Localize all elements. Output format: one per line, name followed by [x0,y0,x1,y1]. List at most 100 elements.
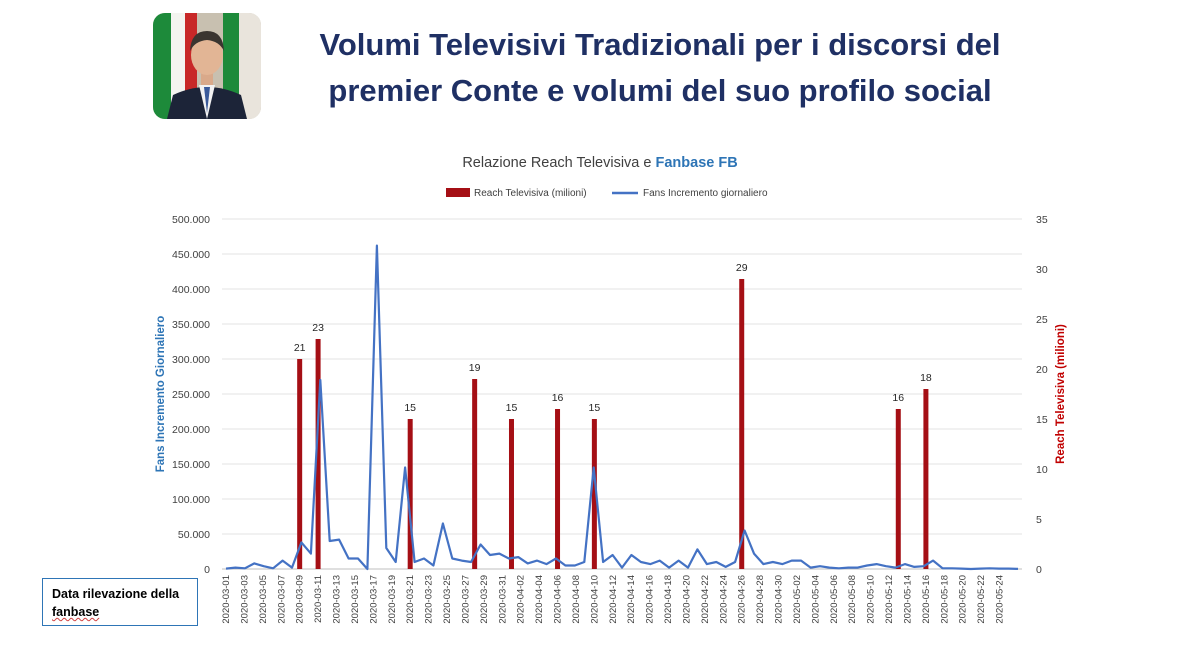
reach-bar-value-label: 18 [920,372,932,384]
left-tick-label: 100.000 [172,494,210,506]
chart-title-prefix: Relazione Reach Televisiva e [462,155,655,171]
x-tick-label: 2020-05-14 [902,575,913,624]
reach-bar-value-label: 15 [404,402,416,414]
x-tick-label: 2020-04-04 [534,575,545,624]
fans-line [225,244,1019,571]
left-axis-title: Fans Incremento Giornaliero [155,316,167,473]
x-tick-label: 2020-04-12 [608,575,619,624]
x-tick-label: 2020-05-06 [829,575,840,624]
x-tick-label: 2020-05-08 [847,575,858,624]
right-axis-title: Reach Televisiva (milioni) [1055,324,1067,464]
x-axis-ticks: 2020-03-01 2020-03-03 2020-03-05 2020-03-07… [221,575,1006,624]
left-tick-label: 250.000 [172,389,210,401]
right-tick-label: 25 [1036,314,1048,326]
x-tick-label: 2020-05-12 [884,575,895,624]
x-tick-label: 2020-03-31 [497,575,508,624]
x-tick-label: 2020-05-20 [958,575,969,624]
x-tick-label: 2020-05-22 [976,575,987,624]
reach-bar-labels: 21 23 15 19 15 16 15 29 16 18 [294,262,932,414]
reach-bar [591,419,597,569]
reach-bar [739,279,745,569]
x-tick-label: 2020-05-02 [792,575,803,624]
chart-title-highlight: Fanbase FB [656,155,738,171]
x-tick-label: 2020-03-05 [258,575,269,624]
fanbase-note-box: Data rilevazione della fanbase [42,578,198,626]
reach-bar-value-label: 21 [294,342,306,354]
x-tick-label: 2020-03-25 [442,575,453,624]
chart-grid [222,218,1022,570]
x-tick-label: 2020-05-18 [939,575,950,624]
reach-bar [407,419,413,569]
x-tick-label: 2020-04-24 [718,575,729,624]
right-tick-label: 30 [1036,264,1048,276]
reach-bars [297,279,929,569]
left-axis-ticks: 0 50.000 100.000 150.000 200.000 250.000 300.0… [172,214,210,576]
x-tick-label: 2020-03-03 [239,575,250,624]
portrait-image [153,13,261,119]
x-tick-label: 2020-05-04 [810,575,821,624]
reach-bar-value-label: 16 [552,392,564,404]
x-tick-label: 2020-03-01 [221,575,232,624]
x-tick-label: 2020-03-17 [368,575,379,624]
left-tick-label: 500.000 [172,214,210,226]
x-tick-label: 2020-03-21 [405,575,416,624]
chart-legend: Reach Televisiva (milioni) Fans Incremen… [446,188,768,199]
x-tick-label: 2020-04-14 [626,575,637,624]
x-tick-label: 2020-04-20 [681,575,692,624]
title-line-2: premier Conte e volumi del suo profilo s… [328,73,992,108]
x-tick-label: 2020-04-28 [755,575,766,624]
x-tick-label: 2020-03-29 [479,575,490,624]
reach-bar [923,389,929,569]
reach-bar-value-label: 15 [589,402,601,414]
reach-bar [297,359,303,569]
x-tick-label: 2020-03-07 [276,575,287,624]
reach-bar-value-label: 16 [892,392,904,404]
x-tick-label: 2020-04-30 [774,575,785,624]
left-tick-label: 200.000 [172,424,210,436]
reach-bar [315,339,321,569]
x-tick-label: 2020-03-15 [350,575,361,624]
right-axis-ticks: 0 5 10 15 20 25 30 35 [1036,214,1048,576]
premier-portrait [153,13,261,119]
note-line-1: Data rilevazione della [52,587,180,601]
fans-line-series [225,244,1019,571]
reach-bar [555,409,561,569]
x-tick-label: 2020-05-16 [921,575,932,624]
reach-bar-value-label: 15 [506,402,518,414]
reach-bar [472,379,478,569]
x-tick-label: 2020-04-22 [700,575,711,624]
legend-swatch-reach [446,188,470,197]
left-tick-label: 50.000 [178,529,210,541]
x-tick-label: 2020-04-08 [571,575,582,624]
left-tick-label: 450.000 [172,249,210,261]
x-tick-label: 2020-05-10 [866,575,877,624]
left-tick-label: 400.000 [172,284,210,296]
reach-bar-value-label: 19 [469,362,481,374]
legend-label-reach: Reach Televisiva (milioni) [474,188,587,199]
right-tick-label: 15 [1036,414,1048,426]
x-tick-label: 2020-03-23 [424,575,435,624]
x-tick-label: 2020-04-16 [645,575,656,624]
note-line-2: fanbase [52,605,100,619]
x-tick-label: 2020-03-27 [460,575,471,624]
left-tick-label: 150.000 [172,459,210,471]
legend-label-fans: Fans Incremento giornaliero [643,188,768,199]
right-tick-label: 0 [1036,564,1042,576]
x-tick-label: 2020-04-10 [589,575,600,624]
reach-bar-value-label: 23 [312,322,324,334]
right-tick-label: 35 [1036,214,1048,226]
x-tick-label: 2020-03-09 [295,575,306,624]
x-tick-label: 2020-04-06 [553,575,564,624]
title-line-1: Volumi Televisivi Tradizionali per i dis… [319,27,1001,62]
x-tick-label: 2020-04-02 [516,575,527,624]
reach-bar-value-label: 29 [736,262,748,274]
left-tick-label: 0 [204,564,210,576]
left-tick-label: 350.000 [172,319,210,331]
left-tick-label: 300.000 [172,354,210,366]
right-tick-label: 10 [1036,464,1048,476]
x-tick-label: 2020-04-18 [663,575,674,624]
reach-bar [508,419,514,569]
x-tick-label: 2020-05-24 [995,575,1006,624]
x-tick-label: 2020-04-26 [737,575,748,624]
